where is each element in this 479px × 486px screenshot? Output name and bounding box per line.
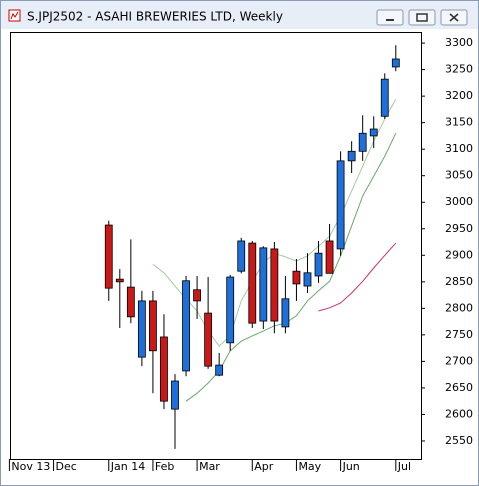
candle-body bbox=[391, 58, 400, 68]
candle-body bbox=[369, 128, 378, 137]
maximize-button[interactable] bbox=[408, 9, 436, 26]
x-tick-label: Apr bbox=[254, 460, 274, 473]
candle-body bbox=[149, 300, 157, 352]
candle-body bbox=[325, 240, 334, 274]
candle-body bbox=[380, 78, 389, 117]
x-tick-label: Jun bbox=[342, 460, 360, 473]
x-tick-label: May bbox=[298, 460, 321, 473]
candle-body bbox=[126, 286, 135, 318]
window-icon bbox=[10, 11, 19, 20]
candle-body bbox=[215, 364, 224, 376]
candle-body bbox=[336, 160, 345, 250]
candle-body bbox=[226, 276, 235, 344]
candle-body bbox=[115, 278, 124, 283]
y-tick-label: 2600 bbox=[445, 407, 473, 420]
y-tick-label: 3050 bbox=[445, 169, 473, 182]
x-tick-label: Mar bbox=[199, 460, 220, 473]
y-tick-label: 3000 bbox=[445, 195, 473, 208]
y-tick-label: 2800 bbox=[445, 301, 473, 314]
candle-body bbox=[347, 150, 356, 162]
y-tick-label: 3250 bbox=[445, 63, 473, 76]
candle-body bbox=[204, 312, 213, 367]
y-tick-label: 2850 bbox=[445, 275, 473, 288]
y-tick-label: 2650 bbox=[445, 381, 473, 394]
candle-body bbox=[137, 300, 146, 358]
close-icon bbox=[449, 13, 459, 22]
y-tick-label: 3100 bbox=[445, 142, 473, 155]
candle-body bbox=[248, 242, 257, 324]
moving-average bbox=[318, 242, 397, 312]
y-tick-label: 2700 bbox=[445, 354, 473, 367]
maximize-icon bbox=[416, 13, 428, 22]
candle-body bbox=[259, 247, 268, 322]
candle-body bbox=[358, 132, 367, 152]
candle-body bbox=[303, 272, 312, 287]
y-tick-label: 2750 bbox=[445, 328, 473, 341]
y-tick-label: 2950 bbox=[445, 222, 473, 235]
candle-body bbox=[237, 240, 246, 272]
candle-body bbox=[292, 270, 301, 285]
x-tick-label: Dec bbox=[56, 460, 77, 473]
candle-body bbox=[104, 224, 113, 289]
y-tick-label: 3150 bbox=[445, 116, 473, 129]
x-tick-label: Jan 14 bbox=[110, 460, 145, 473]
candle-body bbox=[160, 336, 168, 402]
candle-body bbox=[182, 280, 190, 372]
x-tick-label: Feb bbox=[155, 460, 174, 473]
candle-body bbox=[270, 248, 279, 322]
y-tick-label: 2550 bbox=[445, 434, 473, 447]
x-tick-label: Nov 13 bbox=[11, 460, 50, 473]
plot-area bbox=[10, 32, 422, 460]
candle-body bbox=[281, 298, 290, 328]
x-tick-label: Jul bbox=[397, 460, 411, 473]
candle-body bbox=[314, 252, 323, 277]
y-tick-label: 3300 bbox=[445, 36, 473, 49]
y-tick-label: 2900 bbox=[445, 248, 473, 261]
candle-body bbox=[171, 380, 179, 410]
candle-body bbox=[193, 289, 201, 302]
y-tick-label: 3200 bbox=[445, 89, 473, 102]
minimize-button[interactable] bbox=[376, 9, 404, 26]
window-title: S.JPJ2502 - ASAHI BREWERIES LTD, Weekly bbox=[27, 10, 283, 24]
